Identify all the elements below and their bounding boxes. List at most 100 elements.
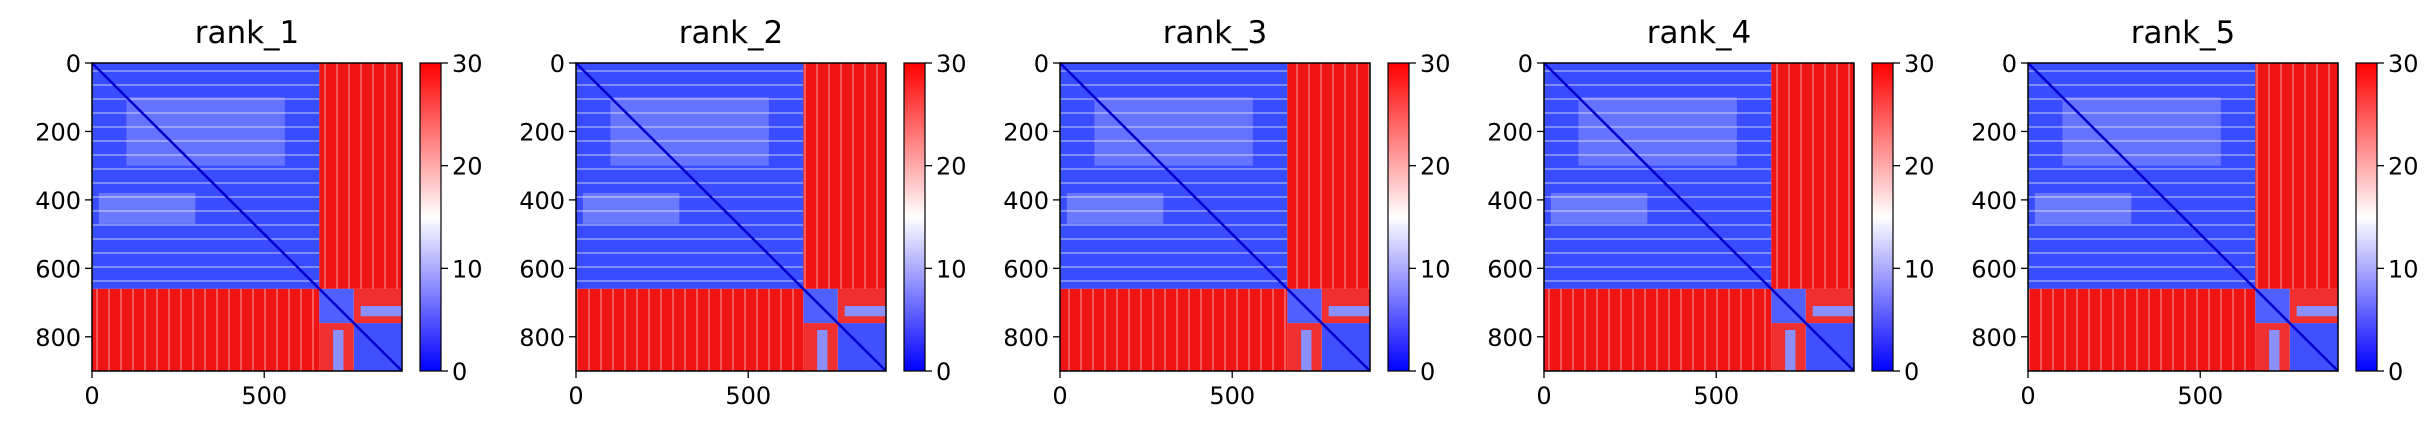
diagonal <box>1543 62 1855 372</box>
heatmap-image <box>1059 62 1371 372</box>
colorbar-tick-label: 30 <box>1904 50 1935 78</box>
colorbar-tick-label: 0 <box>2388 358 2403 386</box>
y-tick-label: 600 <box>35 255 81 283</box>
diagonal <box>575 62 887 372</box>
colorbar-tick-label: 0 <box>936 358 951 386</box>
colorbar <box>2355 62 2378 372</box>
y-tick-label: 400 <box>35 187 81 215</box>
sub-block-stripe <box>817 329 828 371</box>
heatmap-image <box>2027 62 2339 372</box>
block-high-texture <box>1060 288 1288 371</box>
axes-frame <box>2027 62 2339 372</box>
y-tick-label: 200 <box>1487 118 1533 146</box>
block-mid-region <box>2034 193 2132 224</box>
block-high-texture <box>319 63 402 289</box>
colorbar <box>903 62 926 372</box>
y-tick-label: 200 <box>1971 118 2017 146</box>
axes-frame <box>575 62 887 372</box>
colorbar <box>1387 62 1410 372</box>
colorbar-tick-label: 10 <box>452 255 483 283</box>
y-tick-label: 600 <box>1003 255 1049 283</box>
colorbar-tick-label: 10 <box>1420 255 1451 283</box>
heatmap-panel: rank_4 0 200 400 600 800 0 500 0 10 20 30 <box>1487 15 1934 410</box>
y-tick-label: 400 <box>519 187 565 215</box>
block-mid-region <box>1578 97 1737 166</box>
panel-title: rank_1 <box>195 15 300 51</box>
colorbar-tick-label: 10 <box>936 255 967 283</box>
colorbar-tick-label: 30 <box>1420 50 1451 78</box>
diagonal <box>2027 62 2339 372</box>
y-tick-label: 800 <box>1003 324 1049 352</box>
colorbar-tick-label: 0 <box>1420 358 1435 386</box>
panel-title: rank_5 <box>2131 15 2236 51</box>
block-mid-region <box>98 193 196 224</box>
block-high-texture <box>1287 63 1370 289</box>
x-tick-label: 0 <box>1052 382 1067 410</box>
block-mid-region <box>1094 97 1253 166</box>
y-tick-label: 800 <box>35 324 81 352</box>
panel-title: rank_4 <box>1647 15 1752 51</box>
heatmap-image <box>575 62 887 372</box>
y-tick-label: 400 <box>1487 187 1533 215</box>
heatmap-image <box>91 62 403 372</box>
x-tick-label: 500 <box>725 382 771 410</box>
colorbar-tick-label: 30 <box>2388 50 2419 78</box>
y-tick-label: 800 <box>1487 324 1533 352</box>
block-high-texture <box>92 288 320 371</box>
y-tick-label: 600 <box>1971 255 2017 283</box>
axes-frame <box>1059 62 1371 372</box>
y-tick-label: 800 <box>1971 324 2017 352</box>
panel-title: rank_3 <box>1163 15 1268 51</box>
y-tick-label: 0 <box>66 50 81 78</box>
block-high-texture <box>576 288 804 371</box>
y-tick-label: 0 <box>2002 50 2017 78</box>
x-tick-label: 0 <box>84 382 99 410</box>
colorbar-tick-label: 30 <box>936 50 967 78</box>
colorbar-tick-label: 10 <box>2388 255 2419 283</box>
colorbar-tick-label: 20 <box>1420 153 1451 181</box>
block-high-texture <box>2028 288 2256 371</box>
y-tick-label: 200 <box>519 118 565 146</box>
block-mid-region <box>610 97 769 166</box>
diagonal <box>1059 62 1371 372</box>
x-tick-label: 500 <box>2177 382 2223 410</box>
block-mid-region <box>582 193 680 224</box>
heatmap-panel: rank_2 0 200 400 600 800 0 500 0 10 20 30 <box>519 15 966 410</box>
x-tick-label: 500 <box>241 382 287 410</box>
y-tick-label: 600 <box>519 255 565 283</box>
block-mid-region <box>2062 97 2221 166</box>
colorbar-tick-label: 10 <box>1904 255 1935 283</box>
sub-block-stripe <box>1812 305 1854 317</box>
y-tick-label: 400 <box>1971 187 2017 215</box>
block-high-texture <box>1771 63 1854 289</box>
heatmap-image <box>1543 62 1855 372</box>
sub-block-stripe <box>360 305 402 317</box>
heatmap-panel: rank_5 0 200 400 600 800 0 500 0 10 20 30 <box>1971 15 2418 410</box>
block-high-texture <box>803 63 886 289</box>
sub-block-stripe <box>844 305 886 317</box>
x-tick-label: 500 <box>1209 382 1255 410</box>
y-tick-label: 0 <box>550 50 565 78</box>
colorbar-tick-label: 0 <box>1904 358 1919 386</box>
y-tick-label: 200 <box>35 118 81 146</box>
block-mid-region <box>1550 193 1648 224</box>
block-mid-region <box>126 97 285 166</box>
panel-title: rank_2 <box>679 15 784 51</box>
sub-block-stripe <box>2269 329 2280 371</box>
x-tick-label: 500 <box>1693 382 1739 410</box>
axes-frame <box>91 62 403 372</box>
colorbar-tick-label: 30 <box>452 50 483 78</box>
colorbar <box>419 62 442 372</box>
sub-block-stripe <box>1785 329 1796 371</box>
y-tick-label: 600 <box>1487 255 1533 283</box>
colorbar-tick-label: 20 <box>452 153 483 181</box>
block-mid-region <box>1066 193 1164 224</box>
diagonal <box>91 62 403 372</box>
block-high-texture <box>2255 63 2338 289</box>
x-tick-label: 0 <box>568 382 583 410</box>
y-tick-label: 800 <box>519 324 565 352</box>
sub-block-stripe <box>2296 305 2338 317</box>
colorbar-tick-label: 20 <box>936 153 967 181</box>
sub-block-stripe <box>1328 305 1370 317</box>
